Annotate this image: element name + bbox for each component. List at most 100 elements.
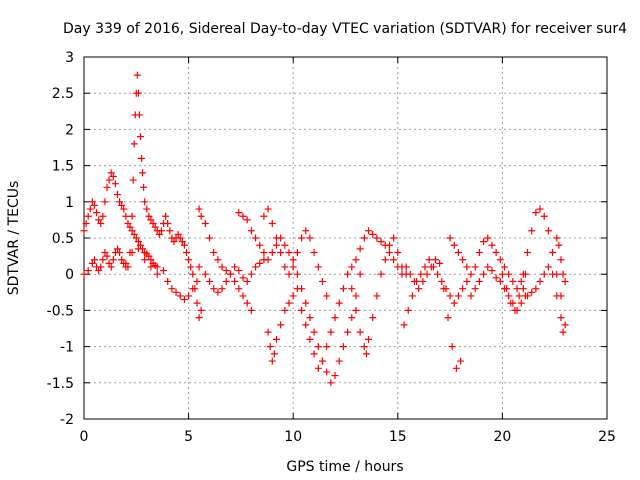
y-axis-label: SDTVAR / TECUs (6, 181, 22, 296)
data-point (498, 270, 506, 278)
data-point (352, 306, 360, 314)
data-point (450, 299, 458, 307)
data-point (272, 234, 280, 242)
data-point (289, 263, 297, 271)
data-point (413, 277, 421, 285)
data-point (532, 209, 540, 217)
data-point (417, 270, 425, 278)
data-point (459, 285, 467, 293)
data-point (99, 212, 107, 220)
data-point (471, 263, 479, 271)
y-tick-label: 2 (65, 122, 74, 138)
data-point (335, 357, 343, 365)
data-point (180, 296, 188, 304)
data-point (480, 270, 488, 278)
data-point (454, 248, 462, 256)
data-point (524, 248, 532, 256)
data-point (511, 306, 519, 314)
data-point (356, 328, 364, 336)
x-tick-label: 0 (80, 429, 89, 445)
data-point (419, 277, 427, 285)
data-point (505, 270, 513, 278)
data-point (113, 191, 121, 199)
data-point (509, 277, 517, 285)
data-point (331, 314, 339, 322)
data-point (122, 259, 130, 267)
data-point (549, 270, 557, 278)
data-point (174, 230, 182, 238)
data-point (377, 270, 385, 278)
data-point (348, 263, 356, 271)
data-point (141, 256, 149, 264)
data-point (496, 256, 504, 264)
data-point (143, 205, 151, 213)
data-point (197, 212, 205, 220)
data-point (360, 234, 368, 242)
data-point (285, 270, 293, 278)
data-point (134, 245, 142, 253)
data-point (390, 256, 398, 264)
data-point (415, 285, 423, 293)
y-tick-label: 1.5 (52, 159, 74, 175)
data-point (214, 288, 222, 296)
data-point (193, 277, 201, 285)
data-point (442, 285, 450, 293)
series-arc16 (519, 263, 569, 336)
data-point (122, 212, 130, 220)
series-arc15 (498, 205, 565, 314)
data-point (176, 234, 184, 242)
data-point (277, 321, 285, 329)
data-point (394, 263, 402, 271)
data-point (153, 263, 161, 271)
data-point (252, 263, 260, 271)
data-point (385, 248, 393, 256)
data-point (524, 292, 532, 300)
data-point (149, 220, 157, 228)
data-point (293, 270, 301, 278)
data-point (90, 201, 98, 209)
data-point (206, 277, 214, 285)
data-point (492, 248, 500, 256)
x-tick-label: 10 (284, 429, 302, 445)
data-point (264, 256, 272, 264)
data-point (164, 277, 172, 285)
data-point (195, 205, 203, 213)
x-tick-label: 25 (598, 429, 616, 445)
data-point (314, 263, 322, 271)
data-point (88, 198, 96, 206)
data-point (243, 299, 251, 307)
data-point (268, 248, 276, 256)
data-point (136, 241, 144, 249)
data-point (103, 183, 111, 191)
series-spike (126, 71, 205, 322)
data-point (323, 292, 331, 300)
data-point (109, 172, 117, 180)
data-point (484, 263, 492, 271)
data-point (185, 292, 193, 300)
data-point (377, 238, 385, 246)
data-point (532, 285, 540, 293)
data-point (210, 248, 218, 256)
series-arc12 (400, 256, 471, 329)
data-point (429, 263, 437, 271)
data-point (500, 263, 508, 271)
data-point (231, 263, 239, 271)
data-point (402, 263, 410, 271)
data-point (559, 328, 567, 336)
data-point (302, 321, 310, 329)
data-point (226, 270, 234, 278)
data-point (147, 256, 155, 264)
data-point (549, 248, 557, 256)
data-point (431, 256, 439, 264)
data-point (103, 252, 111, 260)
data-point (298, 306, 306, 314)
data-point (348, 314, 356, 322)
data-point (536, 277, 544, 285)
data-point (130, 230, 138, 238)
data-point (544, 227, 552, 235)
data-point (404, 306, 412, 314)
data-point (369, 314, 377, 322)
data-point (515, 292, 523, 300)
y-tick-label: -1.5 (47, 376, 74, 392)
data-point (310, 350, 318, 358)
